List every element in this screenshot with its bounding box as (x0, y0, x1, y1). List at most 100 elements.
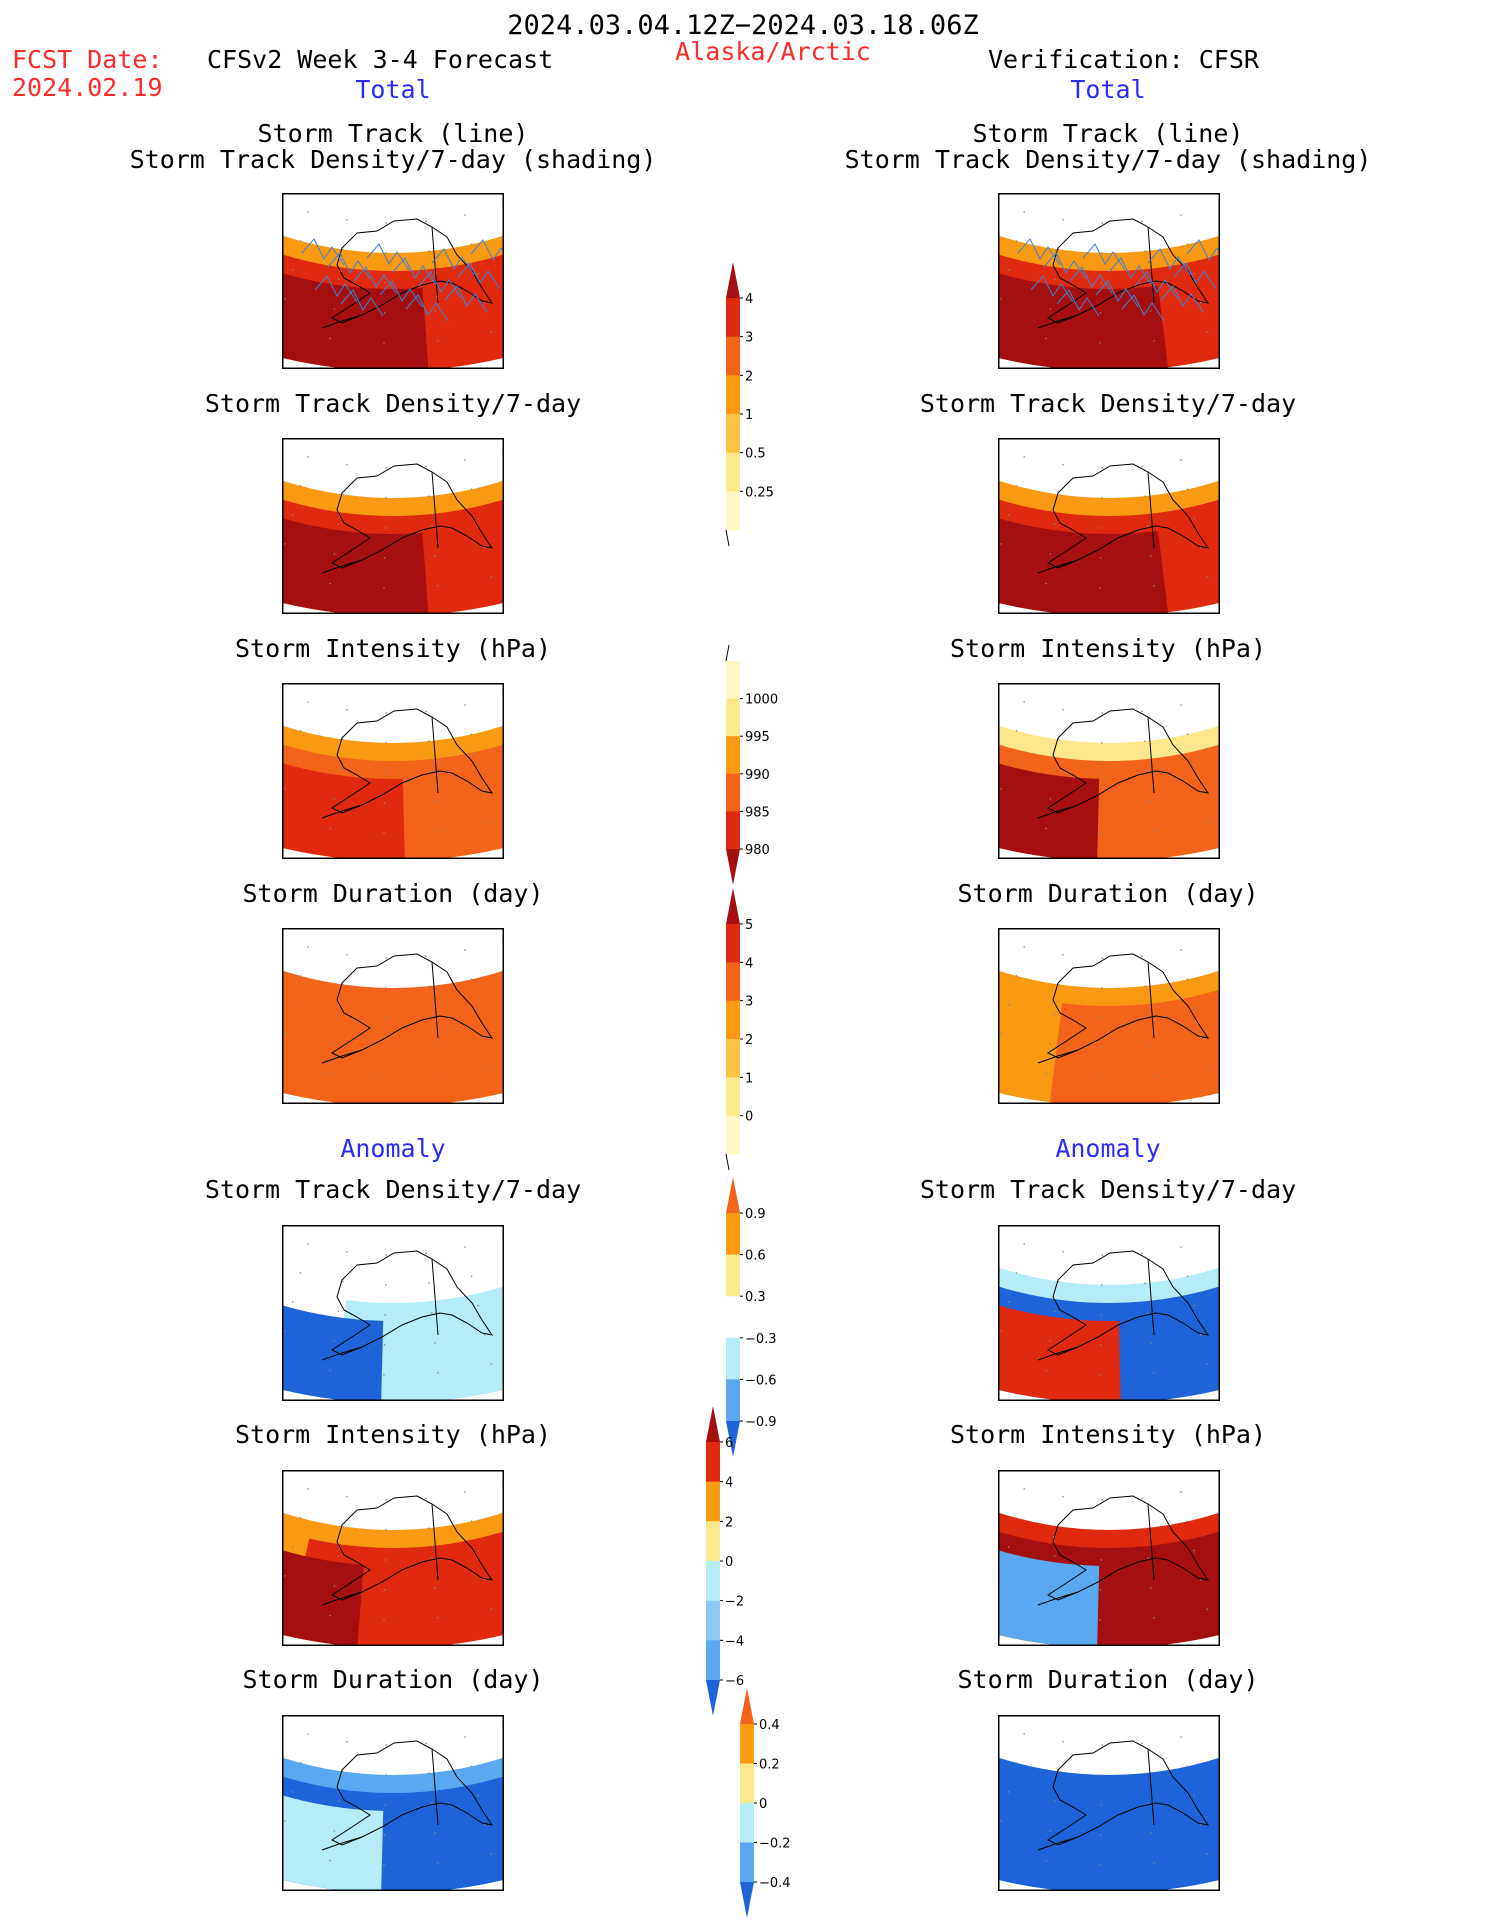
colorbar-label: 0.5 (745, 447, 766, 462)
aleutian-islands (321, 559, 363, 574)
colorbar-label: −0.3 (745, 1332, 777, 1347)
colorbar-swatch (726, 962, 740, 1002)
coastline (330, 1495, 494, 1601)
forecast-density-anomaly-map (282, 1225, 504, 1401)
field-layer (282, 450, 504, 614)
colorbar-label: 5 (745, 918, 753, 933)
field-layer (282, 695, 504, 859)
colorbar-swatch (726, 414, 740, 454)
storm-track-line (314, 275, 358, 303)
colorbar-swatch (740, 1724, 754, 1764)
aleutian-islands (321, 804, 363, 819)
colorbar-swatch (706, 1406, 720, 1442)
storm-track-line (1121, 294, 1165, 322)
panel-title: Storm Track Density/7-day (204, 1175, 582, 1204)
colorbar-label: 4 (745, 956, 753, 971)
verification-duration-anomaly-map (998, 1715, 1220, 1891)
colorbar-swatch (706, 1600, 720, 1641)
field-layer (998, 695, 1220, 859)
colorbar-swatch (740, 1688, 754, 1724)
panel-title: Storm Track Density/7-day (shading) (129, 145, 657, 174)
colorbar-label: 3 (745, 995, 753, 1010)
colorbar-swatch (726, 661, 740, 700)
colorbar-label: 1000 (745, 693, 778, 708)
field-layer (282, 243, 429, 369)
colorbar-swatch (740, 1803, 754, 1843)
border-line (1147, 226, 1155, 304)
colorbar-label: 990 (745, 768, 770, 783)
colorbar-swatch (726, 298, 740, 338)
border-line (1147, 716, 1155, 794)
panel-title: Storm Duration (day) (242, 879, 544, 908)
panel-title: Storm Intensity (hPa) (949, 1420, 1267, 1449)
coastline (1046, 708, 1210, 814)
colorbar-label: 0.3 (745, 1290, 766, 1305)
colorbar-label: −2 (725, 1595, 744, 1610)
storm-track-line (1043, 252, 1087, 280)
colorbar-label: 2 (745, 369, 753, 384)
field-layer (282, 205, 504, 369)
coastline (1046, 463, 1210, 569)
panel-title: Storm Intensity (hPa) (234, 1420, 552, 1449)
fcst-date-label: FCST Date: (12, 45, 163, 74)
forecast-track-density-map (282, 193, 504, 369)
coastline (330, 1250, 494, 1356)
aleutian-islands (1037, 1049, 1079, 1064)
storm-track-line (327, 252, 371, 280)
storm-track-line (457, 262, 501, 290)
storm-track-line (1030, 275, 1074, 303)
colorbar-swatch (726, 1039, 740, 1078)
field-layer (998, 448, 1220, 614)
density-total-colorbar: 4 3 2 1 0.5 0.25 (725, 262, 774, 546)
forecast-duration-anomaly-map (282, 1715, 504, 1891)
colorbar-swatch (726, 924, 740, 963)
field-layer (998, 1277, 1121, 1401)
colorbar-swatch (726, 1254, 740, 1297)
verification-density-anomaly-map (998, 1225, 1220, 1401)
colorbar-swatch (706, 1561, 720, 1602)
colorbar-swatch (726, 888, 740, 924)
colorbar-label: 0 (725, 1555, 733, 1570)
field-layer (282, 735, 405, 859)
field-layer (998, 241, 1169, 369)
storm-track-line (1017, 238, 1061, 266)
panel-title: Storm Track (line) (257, 119, 529, 148)
verification-duration-map (998, 928, 1220, 1104)
border-line (431, 226, 439, 304)
field-layer (282, 946, 504, 1104)
verification-title: Verification: CFSR (988, 45, 1259, 74)
colorbar-swatch (706, 1481, 720, 1522)
colorbar-swatch (726, 1337, 740, 1380)
panel-title: Storm Duration (day) (957, 879, 1259, 908)
panel-title: Storm Duration (day) (242, 1665, 544, 1694)
field-layer (282, 488, 429, 614)
aleutian-islands (321, 1346, 363, 1361)
border-line (1147, 1258, 1155, 1336)
colorbar-label: 0.2 (759, 1758, 780, 1773)
storm-track-line (1186, 239, 1220, 261)
colorbar-label: 1 (745, 408, 753, 423)
storm-track-line (470, 239, 504, 261)
coastline (330, 218, 494, 324)
colorbar-label: 985 (745, 805, 770, 820)
field-layer (287, 1497, 504, 1646)
colorbar-swatch (706, 1680, 720, 1716)
colorbar-swatch (726, 736, 740, 775)
aleutian-islands (321, 1591, 363, 1606)
aleutian-islands (1037, 559, 1079, 574)
colorbar-label: 995 (745, 730, 770, 745)
storm-track-line (418, 271, 462, 299)
forecast-intensity-anomaly-map (282, 1470, 504, 1646)
coastline (1046, 1495, 1210, 1601)
panel-title: Storm Track (line) (972, 119, 1244, 148)
colorbar-label: 0 (759, 1797, 767, 1812)
field-layer (998, 1733, 1220, 1891)
verification-density-map (998, 438, 1220, 614)
coastline (330, 463, 494, 569)
colorbar-swatch (726, 849, 740, 885)
colorbar-swatch (740, 1763, 754, 1804)
colorbar-label: 2 (725, 1515, 733, 1530)
panel-title: Storm Track Density/7-day (919, 389, 1297, 418)
coastline (330, 708, 494, 814)
colorbar-label: 3 (745, 331, 753, 346)
